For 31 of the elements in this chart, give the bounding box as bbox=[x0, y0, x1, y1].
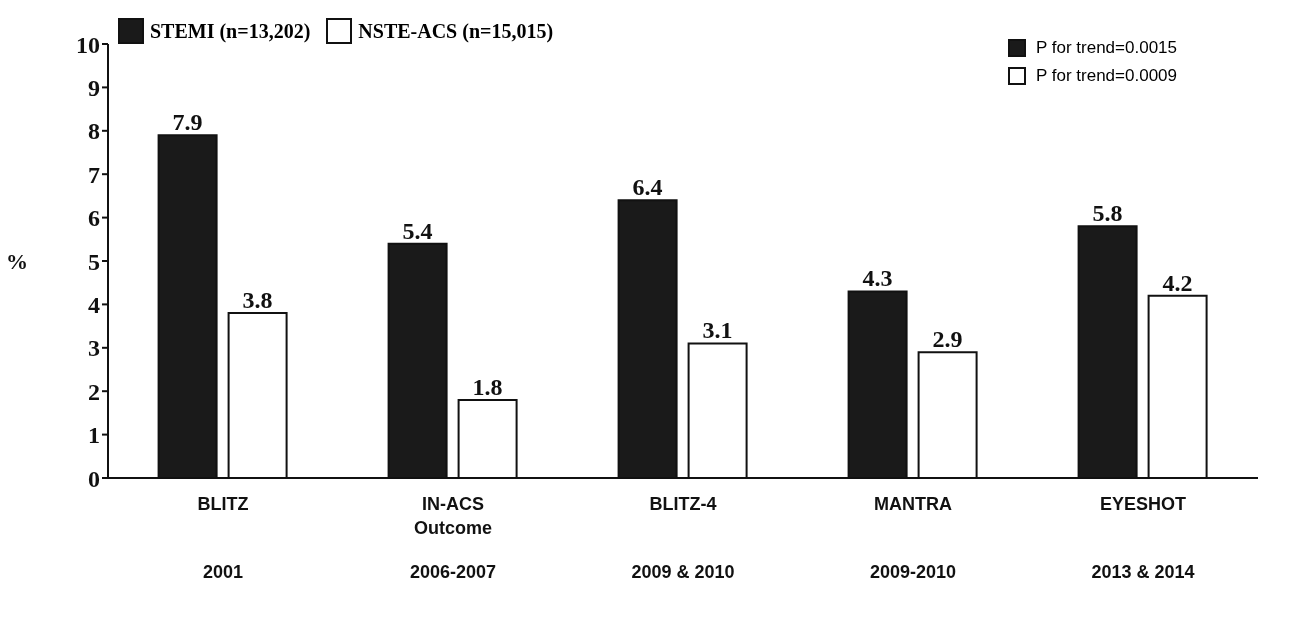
data-label: 3.8 bbox=[242, 287, 273, 314]
category-label: IN-ACS Outcome 2006-2007 bbox=[409, 494, 497, 582]
y-tick-label: 6 bbox=[88, 205, 100, 232]
y-tick-label: 1 bbox=[88, 422, 100, 449]
y-tick-label: 3 bbox=[88, 335, 100, 362]
y-axis-title: % bbox=[6, 248, 28, 274]
data-label: 4.2 bbox=[1162, 269, 1193, 296]
category-label: EYESHOT 2013 & 2014 bbox=[1091, 494, 1195, 582]
legend-label: STEMI (n=13,202) bbox=[150, 19, 311, 43]
data-label: 5.4 bbox=[402, 217, 433, 244]
y-tick-label: 7 bbox=[88, 161, 100, 188]
y-tick-label: 0 bbox=[88, 465, 100, 492]
y-tick-label: 8 bbox=[88, 118, 100, 145]
data-label: 7.9 bbox=[172, 109, 203, 136]
data-label: 2.9 bbox=[932, 326, 963, 353]
legend-label: NSTE-ACS (n=15,015) bbox=[358, 19, 554, 43]
category-label: BLITZ-4 2009 & 2010 bbox=[631, 494, 735, 582]
y-tick-label: 9 bbox=[88, 74, 100, 101]
data-label: 6.4 bbox=[632, 174, 663, 201]
y-tick-label: 4 bbox=[88, 291, 100, 318]
category-label: BLITZ 2001 bbox=[197, 494, 249, 582]
data-label: 4.3 bbox=[862, 265, 893, 292]
data-label: 3.1 bbox=[702, 317, 733, 344]
data-label: 1.8 bbox=[472, 373, 503, 400]
y-tick-label: 10 bbox=[76, 31, 100, 58]
category-label: MANTRA 2009-2010 bbox=[869, 494, 957, 582]
y-tick-label: 2 bbox=[88, 378, 100, 405]
data-label: 5.8 bbox=[1092, 200, 1123, 227]
y-tick-label: 5 bbox=[88, 248, 100, 275]
annotation: P for trend=0.0009 bbox=[1036, 66, 1177, 86]
annotation: P for trend=0.0015 bbox=[1036, 38, 1177, 58]
